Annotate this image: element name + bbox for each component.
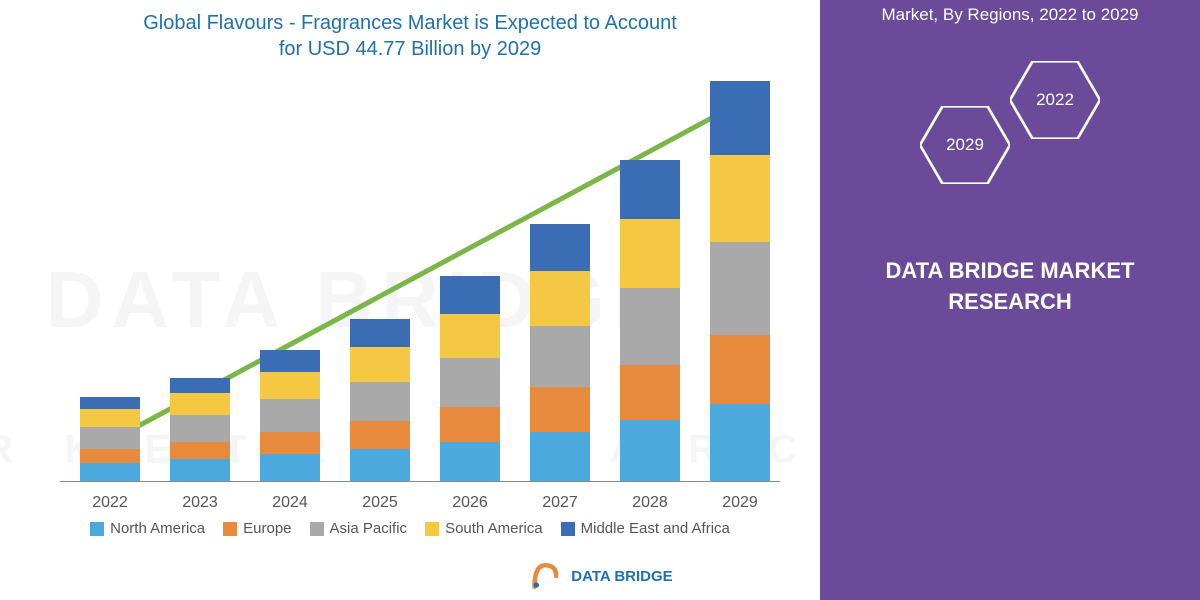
legend-label: South America <box>445 520 543 537</box>
bar-segment-middle-east-and-africa <box>710 81 770 155</box>
bar-segment-south-america <box>620 219 680 288</box>
bar-segment-north-america <box>80 463 140 481</box>
legend-item-europe: Europe <box>223 520 291 537</box>
x-label-2027: 2027 <box>530 494 590 512</box>
brand-line2: RESEARCH <box>948 289 1071 314</box>
hex-graphic: 2029 2022 <box>820 46 1200 226</box>
chart-container: 2022 2023 2024 2025 2026 2027 2028 2029 <box>60 82 780 512</box>
chart-title: Global Flavours - Fragrances Market is E… <box>0 10 820 62</box>
brand-text: DATA BRIDGE MARKET RESEARCH <box>820 256 1200 318</box>
bar-segment-middle-east-and-africa <box>620 160 680 219</box>
bar-segment-europe <box>440 407 500 441</box>
bar-segment-asia-pacific <box>530 326 590 387</box>
legend-item-asia-pacific: Asia Pacific <box>310 520 408 537</box>
bar-segment-north-america <box>350 449 410 482</box>
hex-2022: 2022 <box>1010 61 1100 139</box>
plot-area <box>60 82 780 482</box>
bar-segment-middle-east-and-africa <box>80 397 140 409</box>
bar-segment-asia-pacific <box>170 415 230 442</box>
bar-segment-europe <box>170 442 230 460</box>
chart-title-line1: Global Flavours - Fragrances Market is E… <box>143 12 677 34</box>
bar-segment-asia-pacific <box>620 288 680 365</box>
chart-title-line2: for USD 44.77 Billion by 2029 <box>279 38 541 60</box>
legend-item-middle-east-and-africa: Middle East and Africa <box>561 520 730 537</box>
side-panel-title: Market, By Regions, 2022 to 2029 <box>820 4 1200 26</box>
hex-2029-label: 2029 <box>946 135 984 155</box>
bar-segment-europe <box>620 365 680 420</box>
legend-swatch <box>223 522 237 536</box>
x-label-2024: 2024 <box>260 494 320 512</box>
bar-segment-south-america <box>350 347 410 381</box>
bar-segment-europe <box>530 387 590 431</box>
legend-swatch <box>561 522 575 536</box>
bar-segment-asia-pacific <box>260 399 320 432</box>
x-label-2026: 2026 <box>440 494 500 512</box>
bar-segment-asia-pacific <box>440 358 500 407</box>
x-axis-labels: 2022 2023 2024 2025 2026 2027 2028 2029 <box>60 487 780 512</box>
bar-segment-europe <box>80 449 140 464</box>
bar-segment-middle-east-and-africa <box>530 224 590 271</box>
bar-segment-middle-east-and-africa <box>350 319 410 347</box>
bar-segment-middle-east-and-africa <box>170 378 230 394</box>
bar-segment-south-america <box>710 155 770 242</box>
brand-line1: DATA BRIDGE MARKET <box>886 258 1135 283</box>
legend-item-north-america: North America <box>90 520 205 537</box>
side-panel: Market, By Regions, 2022 to 2029 2029 20… <box>820 0 1200 600</box>
bar-segment-middle-east-and-africa <box>440 276 500 313</box>
bar-segment-north-america <box>710 404 770 481</box>
hex-2029: 2029 <box>920 106 1010 184</box>
logo-icon <box>527 558 563 594</box>
bar-segment-europe <box>710 335 770 404</box>
bar-segment-north-america <box>530 432 590 481</box>
bottom-logo: DATA BRIDGE <box>527 558 672 594</box>
bar-segment-south-america <box>80 409 140 427</box>
legend-label: Middle East and Africa <box>581 520 730 537</box>
bar-segment-north-america <box>620 420 680 481</box>
legend-item-south-america: South America <box>425 520 543 537</box>
bar-segment-asia-pacific <box>80 427 140 449</box>
bar-segment-europe <box>260 432 320 455</box>
bar-segment-middle-east-and-africa <box>260 350 320 372</box>
legend-swatch <box>310 522 324 536</box>
legend-label: North America <box>110 520 205 537</box>
legend-label: Europe <box>243 520 291 537</box>
bar-segment-south-america <box>530 271 590 326</box>
hex-2022-label: 2022 <box>1036 90 1074 110</box>
bar-segment-north-america <box>170 459 230 481</box>
bar-segment-south-america <box>440 314 500 358</box>
bar-segment-south-america <box>170 393 230 415</box>
legend-swatch <box>90 522 104 536</box>
bar-segment-south-america <box>260 372 320 400</box>
legend-swatch <box>425 522 439 536</box>
logo-text: DATA BRIDGE <box>571 569 672 584</box>
bar-segment-europe <box>350 421 410 449</box>
bar-segment-asia-pacific <box>710 242 770 336</box>
x-label-2028: 2028 <box>620 494 680 512</box>
side-title-line: Market, By Regions, 2022 to 2029 <box>881 5 1138 24</box>
chart-legend: North America Europe Asia Pacific South Ame… <box>0 520 820 537</box>
bar-segment-asia-pacific <box>350 382 410 421</box>
x-label-2023: 2023 <box>170 494 230 512</box>
x-label-2029: 2029 <box>710 494 770 512</box>
x-label-2025: 2025 <box>350 494 410 512</box>
bar-segment-north-america <box>260 454 320 481</box>
legend-label: Asia Pacific <box>330 520 408 537</box>
bar-segment-north-america <box>440 442 500 481</box>
chart-panel: Global Flavours - Fragrances Market is E… <box>0 0 820 600</box>
x-label-2022: 2022 <box>80 494 140 512</box>
